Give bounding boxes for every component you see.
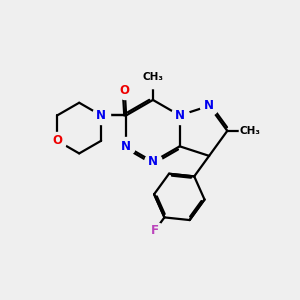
Text: N: N [121, 140, 131, 153]
Text: O: O [52, 134, 62, 147]
Text: N: N [96, 109, 106, 122]
Text: O: O [120, 84, 130, 97]
Text: N: N [148, 155, 158, 168]
Text: F: F [151, 224, 159, 237]
Text: CH₃: CH₃ [240, 126, 261, 136]
Text: N: N [175, 109, 185, 122]
Text: CH₃: CH₃ [142, 72, 164, 82]
Text: N: N [204, 99, 214, 112]
